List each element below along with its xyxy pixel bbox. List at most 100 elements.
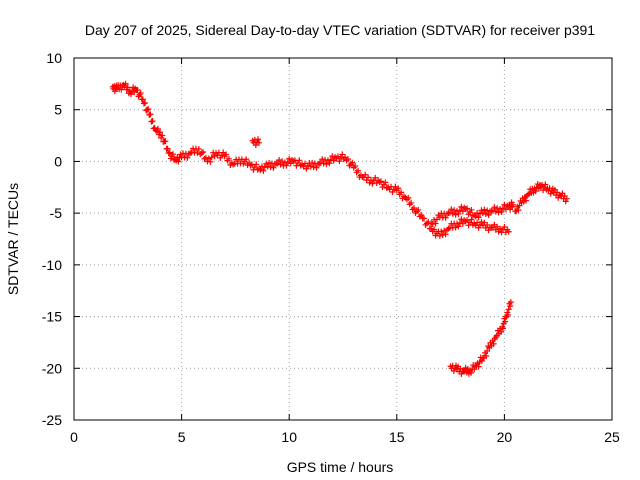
x-tick-label: 25: [604, 429, 620, 445]
data-point: [211, 153, 218, 160]
data-point: [438, 228, 445, 235]
data-point: [515, 207, 522, 214]
data-point: [286, 155, 293, 162]
data-point: [276, 156, 283, 163]
data-point: [479, 210, 486, 217]
data-point: [478, 357, 485, 364]
data-point: [522, 197, 529, 204]
data-point: [537, 183, 544, 190]
x-axis-label: GPS time / hours: [287, 459, 394, 475]
data-point: [498, 208, 505, 215]
data-point: [477, 210, 484, 217]
data-point: [339, 151, 346, 158]
data-point: [169, 151, 176, 158]
data-point: [562, 198, 569, 205]
data-point: [452, 211, 459, 218]
data-point: [256, 139, 263, 146]
data-point: [464, 205, 471, 212]
data-point: [279, 158, 286, 165]
data-point: [505, 228, 512, 235]
data-point: [468, 216, 475, 223]
data-point: [432, 220, 439, 227]
data-point: [365, 174, 372, 181]
y-tick-label: 0: [54, 153, 62, 169]
data-point: [442, 214, 449, 221]
data-point: [329, 153, 336, 160]
data-point: [253, 161, 260, 168]
data-point: [450, 367, 457, 374]
y-tick-label: 5: [54, 102, 62, 118]
data-point: [499, 205, 506, 212]
data-point: [200, 149, 207, 156]
data-point: [411, 204, 418, 211]
data-point: [501, 201, 508, 208]
data-point: [243, 156, 250, 163]
data-point: [223, 151, 230, 158]
data-point: [162, 138, 169, 145]
data-point: [345, 156, 352, 163]
data-point: [502, 318, 509, 325]
data-point: [448, 206, 455, 213]
data-point: [202, 154, 209, 161]
y-tick-label: -20: [42, 360, 62, 376]
data-point: [418, 211, 425, 218]
data-point: [207, 158, 214, 165]
data-point: [283, 162, 290, 169]
axis-ticks: 0 5 10 15 20 25 10 5 0 -5 -10 -15 -20 -25: [42, 50, 620, 445]
data-point: [428, 225, 435, 232]
grid-lines: [74, 58, 612, 420]
data-point: [490, 340, 497, 347]
data-point: [484, 348, 491, 355]
data-point: [118, 86, 125, 93]
data-point: [128, 91, 135, 98]
data-point: [323, 161, 330, 168]
data-point: [422, 221, 429, 228]
data-point: [468, 369, 475, 376]
data-point: [137, 90, 144, 97]
data-point: [510, 201, 517, 208]
data-point: [139, 96, 146, 103]
data-point: [494, 205, 501, 212]
data-point: [157, 129, 164, 136]
data-point: [378, 178, 385, 185]
data-point: [362, 171, 369, 178]
data-point: [326, 160, 333, 167]
data-point: [405, 194, 412, 201]
data-point: [252, 141, 259, 148]
data-point: [542, 181, 549, 188]
data-point: [475, 214, 482, 221]
data-point: [475, 363, 482, 370]
data-point: [497, 225, 504, 232]
plot-frame: [73, 57, 613, 421]
data-point: [501, 224, 508, 231]
x-tick-label: 20: [497, 429, 513, 445]
data-point: [122, 80, 129, 87]
data-point: [349, 159, 356, 166]
data-point: [146, 111, 153, 118]
data-point: [144, 106, 151, 113]
data-point: [431, 226, 438, 233]
data-point: [485, 211, 492, 218]
x-tick-label: 15: [389, 429, 405, 445]
y-tick-label: 10: [46, 50, 62, 66]
data-point: [261, 164, 268, 171]
data-point: [421, 215, 428, 222]
data-point: [504, 311, 511, 318]
data-point: [489, 207, 496, 214]
data-marks: [109, 80, 570, 377]
data-point: [159, 132, 166, 139]
data-point: [154, 125, 161, 132]
data-point: [406, 201, 413, 208]
data-point: [499, 325, 506, 332]
data-point: [225, 155, 232, 162]
data-point: [355, 167, 362, 174]
data-point: [449, 210, 456, 217]
data-point: [456, 219, 463, 226]
data-point: [208, 154, 215, 161]
data-point: [383, 185, 390, 192]
y-axis-label: SDTVAR / TECUs: [5, 183, 21, 295]
data-point: [336, 158, 343, 165]
x-tick-label: 10: [281, 429, 297, 445]
data-point: [525, 191, 532, 198]
data-point: [481, 206, 488, 213]
